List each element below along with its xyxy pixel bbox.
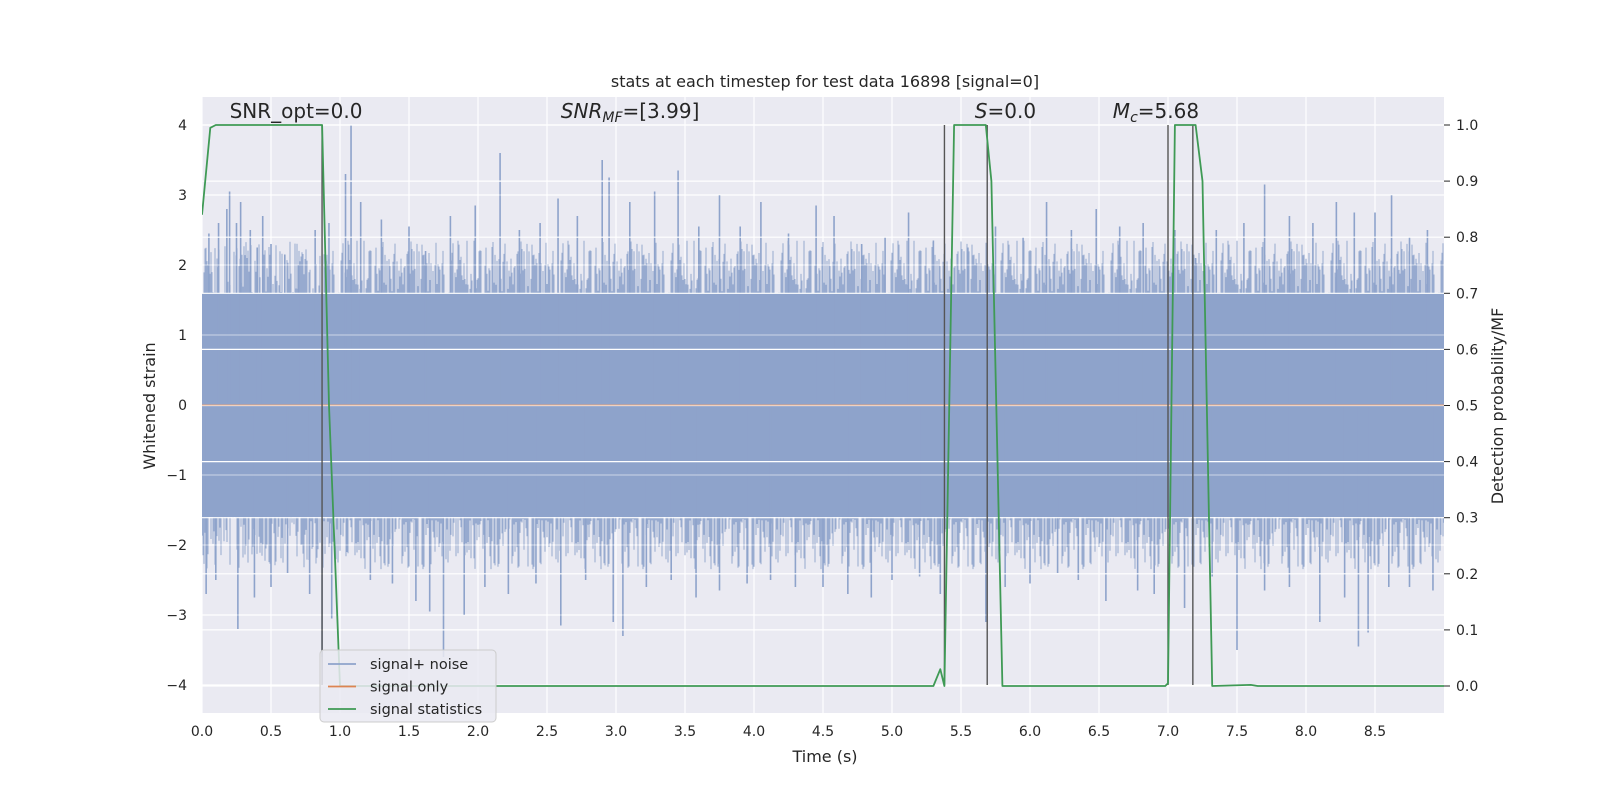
y-right-tick-label: 0.7 — [1456, 286, 1478, 302]
y-left-tick-label: −2 — [166, 538, 187, 554]
y-right-tick-label: 1.0 — [1456, 118, 1478, 134]
legend-label: signal statistics — [370, 702, 482, 718]
x-tick-label: 0.0 — [191, 724, 213, 740]
y-right-tick-label: 0.3 — [1456, 511, 1478, 527]
y-left-tick-label: −4 — [166, 678, 187, 694]
y-left-tick-label: −3 — [166, 608, 187, 624]
y-left-tick-label: 4 — [178, 118, 187, 134]
y-right-tick-label: 0.2 — [1456, 567, 1478, 583]
y-left-tick-label: 1 — [178, 328, 187, 344]
y-left-tick-label: −1 — [166, 468, 187, 484]
y-left-tick-label: 0 — [178, 398, 187, 414]
chart-title: stats at each timestep for test data 168… — [611, 72, 1039, 91]
y-right-tick-label: 0.9 — [1456, 174, 1478, 190]
x-tick-label: 4.0 — [743, 724, 765, 740]
x-tick-label: 5.0 — [881, 724, 903, 740]
annotation-3: S=0.0 — [975, 99, 1036, 123]
legend-label: signal only — [370, 680, 449, 696]
x-tick-label: 5.5 — [950, 724, 972, 740]
x-tick-label: 2.0 — [467, 724, 489, 740]
x-axis-label: Time (s) — [791, 747, 857, 766]
x-tick-label: 4.5 — [812, 724, 834, 740]
y-axis-label-right: Detection probability/MF — [1488, 308, 1507, 505]
overlay-group: signal+ noise signal only signal statistic… — [202, 124, 1444, 723]
legend-frame — [319, 649, 497, 723]
x-tick-label: 1.0 — [329, 724, 351, 740]
x-tick-label: 7.5 — [1226, 724, 1248, 740]
x-tick-label: 7.0 — [1157, 724, 1179, 740]
x-tick-label: 1.5 — [398, 724, 420, 740]
y-right-tick-label: 0.6 — [1456, 342, 1478, 358]
y-right-tick-label: 0.5 — [1456, 399, 1478, 415]
x-tick-label: 3.5 — [674, 724, 696, 740]
y-left-tick-label: 2 — [178, 258, 187, 274]
annotation-1: SNR_opt=0.0 — [230, 99, 363, 123]
x-tick-label: 2.5 — [536, 724, 558, 740]
y-right-tick-label: 0.1 — [1456, 623, 1478, 639]
x-tick-label: 8.5 — [1364, 724, 1386, 740]
legend-label: signal+ noise — [370, 657, 468, 673]
x-tick-label: 3.0 — [605, 724, 627, 740]
x-tick-label: 0.5 — [260, 724, 282, 740]
x-tick-label: 6.0 — [1019, 724, 1041, 740]
x-tick-label: 6.5 — [1088, 724, 1110, 740]
y-right-tick-label: 0.0 — [1456, 679, 1478, 695]
annotation-4: Mc=5.68 — [1113, 99, 1199, 126]
y-right-tick-label: 0.4 — [1456, 455, 1478, 471]
x-tick-label: 8.0 — [1295, 724, 1317, 740]
y-left-tick-label: 3 — [178, 188, 187, 204]
series-signal-statistics — [202, 124, 1444, 687]
legend: signal+ noise signal only signal statistic… — [319, 649, 497, 723]
annotation-2: SNRMF=[3.99] — [561, 99, 700, 126]
y-axis-label-left: Whitened strain — [140, 342, 159, 469]
y-right-tick-label: 0.8 — [1456, 230, 1478, 246]
